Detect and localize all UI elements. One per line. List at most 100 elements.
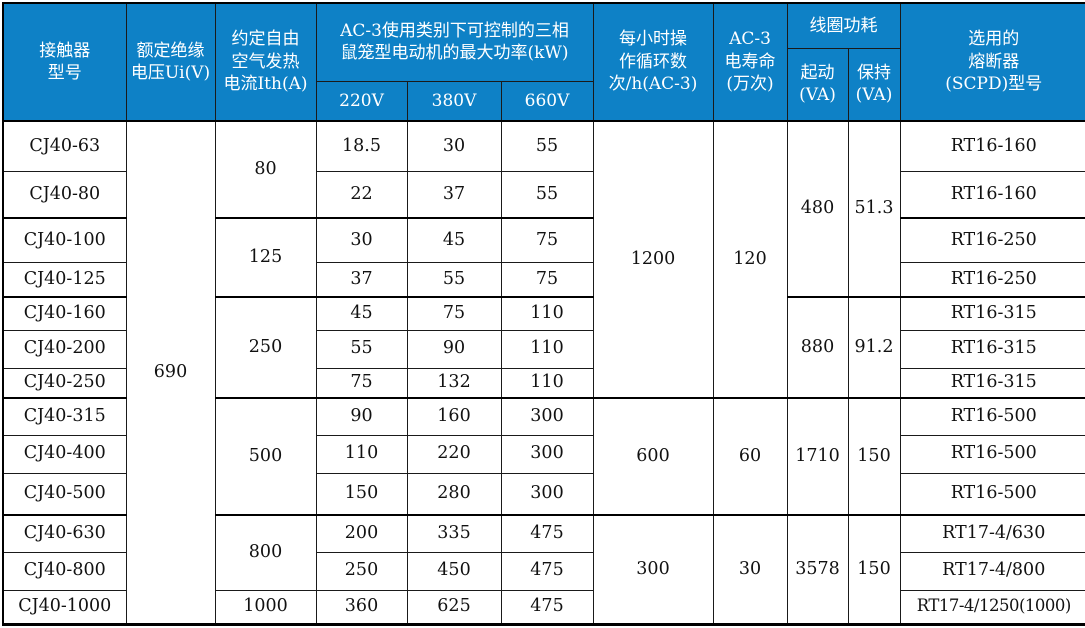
cell-p380: 280: [406, 472, 502, 516]
cell-model: CJ40-100: [2, 217, 127, 263]
cell-model: CJ40-630: [2, 514, 127, 553]
cell-p220: 55: [315, 329, 408, 369]
table-row: CJ40-630 800 200 335 475 300 30 3578 150…: [2, 514, 1085, 625]
cell-p380: 220: [406, 434, 502, 474]
cell-p380: 335: [406, 514, 502, 553]
header-operating-cycles: 每小时操 作循环数 次/h(AC-3): [592, 2, 714, 122]
cell-fuse: RT16-315: [899, 329, 1085, 369]
cell-electrical-life: 30: [712, 514, 788, 625]
table-row: CJ40-125 37 55 75 RT16-250: [2, 261, 1085, 298]
header-row-2: 起动 (VA) 保持 (VA): [3, 47, 1085, 122]
header-thermal-current: 约定自由 空气发热 电流Ith(A): [214, 2, 317, 122]
table-row: CJ40-250 75 132 110 RT16-315: [2, 367, 1085, 399]
cell-operating-cycles: 300: [592, 514, 714, 625]
table-row: CJ40-63 690 80 18.5 30 55 1200 120 480 5…: [2, 120, 1085, 625]
cell-p220: 150: [315, 472, 408, 516]
cell-model: CJ40-500: [2, 472, 127, 516]
cell-p220: 18.5: [315, 120, 408, 172]
cell-coil-start: 480: [786, 120, 849, 298]
cell-p660: 300: [500, 434, 594, 474]
cell-p380: 75: [406, 296, 502, 331]
cell-model: CJ40-80: [2, 170, 127, 219]
cell-thermal-current: 125: [214, 217, 317, 298]
header-row-1: 接触器 型号 额定绝缘 电压Ui(V) 约定自由 空气发热 电流Ith(A) A…: [2, 2, 1085, 122]
table-row: CJ40-1000 1000 360 625 475 RT17-4/1250(1…: [2, 589, 1085, 625]
header-220v: 220V: [315, 80, 408, 122]
header-max-power-group: AC-3使用类别下可控制的三相 鼠笼型电动机的最大功率(kW): [315, 2, 594, 82]
cell-electrical-life: 120: [712, 120, 788, 399]
cell-coil-hold: 51.3: [847, 120, 901, 298]
cell-p660: 475: [500, 514, 594, 553]
cell-coil-hold: 150: [847, 514, 901, 625]
cell-model: CJ40-1000: [2, 589, 127, 625]
cell-model: CJ40-400: [2, 434, 127, 474]
cell-p380: 132: [406, 367, 502, 399]
cell-coil-hold: 150: [847, 397, 901, 516]
table-row: CJ40-160 250 45 75 110 880 91.2 RT16-315: [2, 296, 1085, 399]
cell-model: CJ40-800: [2, 551, 127, 591]
cell-thermal-current: 250: [214, 296, 317, 399]
cell-p220: 200: [315, 514, 408, 553]
cell-thermal-current: 1000: [214, 589, 317, 625]
cell-p660: 75: [500, 217, 594, 263]
table-body: CJ40-63 690 80 18.5 30 55 1200 120 480 5…: [2, 120, 1085, 625]
cell-p660: 110: [500, 296, 594, 331]
cell-fuse: RT16-315: [899, 296, 1085, 331]
cell-p220: 75: [315, 367, 408, 399]
cell-fuse: RT17-4/1250(1000): [899, 589, 1085, 625]
cell-p220: 22: [315, 170, 408, 219]
cell-thermal-current: 500: [214, 397, 317, 516]
cell-fuse: RT16-160: [899, 120, 1085, 172]
cell-fuse: RT16-250: [899, 261, 1085, 298]
table-row: CJ40-800 250 450 475 RT17-4/800: [2, 551, 1085, 591]
cell-p380: 160: [406, 397, 502, 436]
cell-fuse: RT16-315: [899, 367, 1085, 399]
header-row-3: 220V 380V 660V: [3, 80, 1085, 122]
cell-p380: 45: [406, 217, 502, 263]
cell-model: CJ40-315: [2, 397, 127, 436]
header-fuse-model: 选用的 熔断器 (SCPD)型号: [899, 2, 1085, 122]
cell-fuse: RT16-500: [899, 472, 1085, 516]
cell-p220: 37: [315, 261, 408, 298]
cell-fuse: RT17-4/630: [899, 514, 1085, 553]
cell-model: CJ40-250: [2, 367, 127, 399]
cell-thermal-current: 80: [214, 120, 317, 219]
cell-coil-start: 3578: [786, 514, 849, 625]
cell-p380: 450: [406, 551, 502, 591]
cell-p380: 90: [406, 329, 502, 369]
cell-p220: 90: [315, 397, 408, 436]
header-coil-hold: 保持 (VA): [847, 47, 901, 122]
cell-insulation-voltage: 690: [125, 120, 216, 625]
header-model: 接触器 型号: [2, 2, 127, 122]
cell-coil-start: 1710: [786, 397, 849, 516]
cell-p660: 300: [500, 472, 594, 516]
cell-fuse: RT16-160: [899, 170, 1085, 219]
cell-operating-cycles: 600: [592, 397, 714, 516]
cell-thermal-current: 800: [214, 514, 317, 591]
cell-p660: 110: [500, 367, 594, 399]
header-660v: 660V: [500, 80, 594, 122]
cell-p660: 75: [500, 261, 594, 298]
cell-fuse: RT17-4/800: [899, 551, 1085, 591]
cell-p660: 475: [500, 589, 594, 625]
table-row: CJ40-400 110 220 300 RT16-500: [2, 434, 1085, 474]
table-header: 接触器 型号 额定绝缘 电压Ui(V) 约定自由 空气发热 电流Ith(A) A…: [2, 2, 1085, 122]
header-coil-start: 起动 (VA): [786, 47, 849, 122]
header-coil-power-group: 线圈功耗: [786, 2, 901, 49]
cell-p220: 45: [315, 296, 408, 331]
table-row: CJ40-100 125 30 45 75 RT16-250: [2, 217, 1085, 298]
header-380v: 380V: [406, 80, 502, 122]
cell-model: CJ40-125: [2, 261, 127, 298]
header-insulation-voltage: 额定绝缘 电压Ui(V): [125, 2, 216, 122]
table-row: CJ40-80 22 37 55 RT16-160: [2, 170, 1085, 219]
cell-fuse: RT16-500: [899, 397, 1085, 436]
cell-fuse: RT16-500: [899, 434, 1085, 474]
cell-p660: 300: [500, 397, 594, 436]
cell-p660: 110: [500, 329, 594, 369]
cell-p220: 250: [315, 551, 408, 591]
cell-coil-start: 880: [786, 296, 849, 399]
cell-p660: 475: [500, 551, 594, 591]
cell-p380: 37: [406, 170, 502, 219]
